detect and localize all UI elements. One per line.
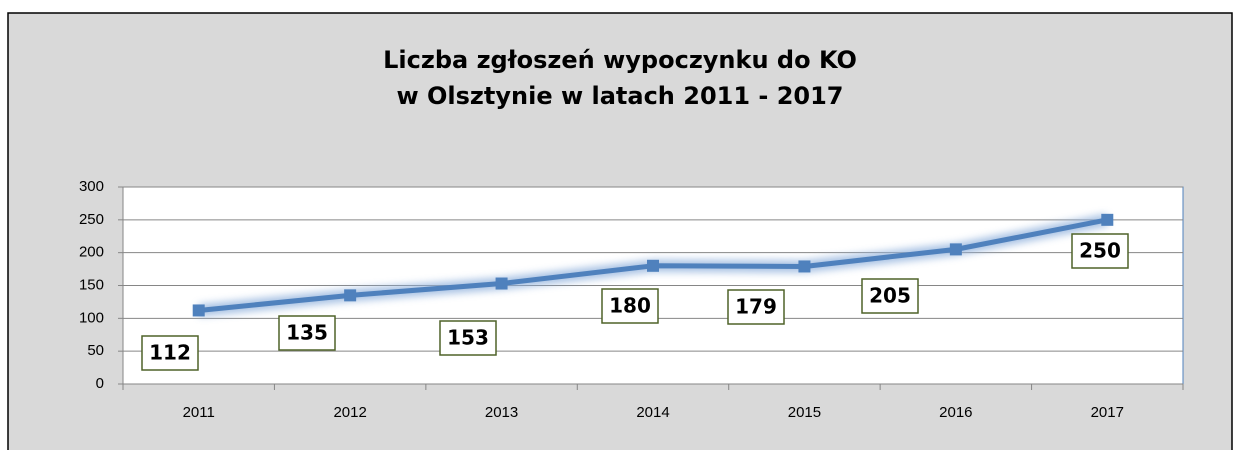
- data-label: 135: [286, 321, 328, 345]
- marker: [344, 289, 357, 302]
- data-label: 179: [735, 295, 777, 319]
- data-label-box: [727, 289, 785, 325]
- x-tick-label: 2013: [485, 404, 518, 421]
- marker: [798, 260, 811, 273]
- data-label-box: [601, 288, 659, 324]
- marker: [949, 243, 962, 256]
- chart-title: w Olsztynie w latach 2011 - 2017: [396, 82, 843, 110]
- y-tick-label: 0: [96, 375, 104, 392]
- y-tick-label: 50: [87, 342, 104, 359]
- marker: [1101, 213, 1114, 226]
- data-label-box: [278, 315, 336, 351]
- data-label-box: [861, 278, 919, 314]
- x-tick-label: 2015: [788, 404, 821, 421]
- data-label: 112: [149, 341, 191, 365]
- y-tick-label: 250: [79, 211, 104, 228]
- x-tick-label: 2016: [939, 404, 972, 421]
- chart-title: Liczba zgłoszeń wypoczynku do KO: [383, 46, 857, 74]
- x-tick-label: 2014: [636, 404, 669, 421]
- x-tick-label: 2011: [183, 404, 215, 421]
- y-tick-label: 150: [79, 276, 104, 293]
- data-label: 205: [869, 284, 911, 308]
- x-tick-label: 2017: [1091, 404, 1124, 421]
- y-tick-label: 300: [79, 178, 104, 195]
- marker: [647, 259, 659, 272]
- data-label-box: [1071, 233, 1129, 269]
- data-label-box: [439, 320, 497, 356]
- data-label: 180: [609, 294, 651, 318]
- data-label: 250: [1079, 239, 1121, 263]
- data-label: 153: [447, 326, 489, 350]
- y-tick-label: 100: [79, 309, 104, 326]
- x-tick-label: 2012: [333, 404, 366, 421]
- marker: [495, 277, 508, 290]
- data-label-box: [141, 335, 199, 371]
- y-tick-label: 200: [79, 244, 104, 261]
- marker: [192, 304, 205, 317]
